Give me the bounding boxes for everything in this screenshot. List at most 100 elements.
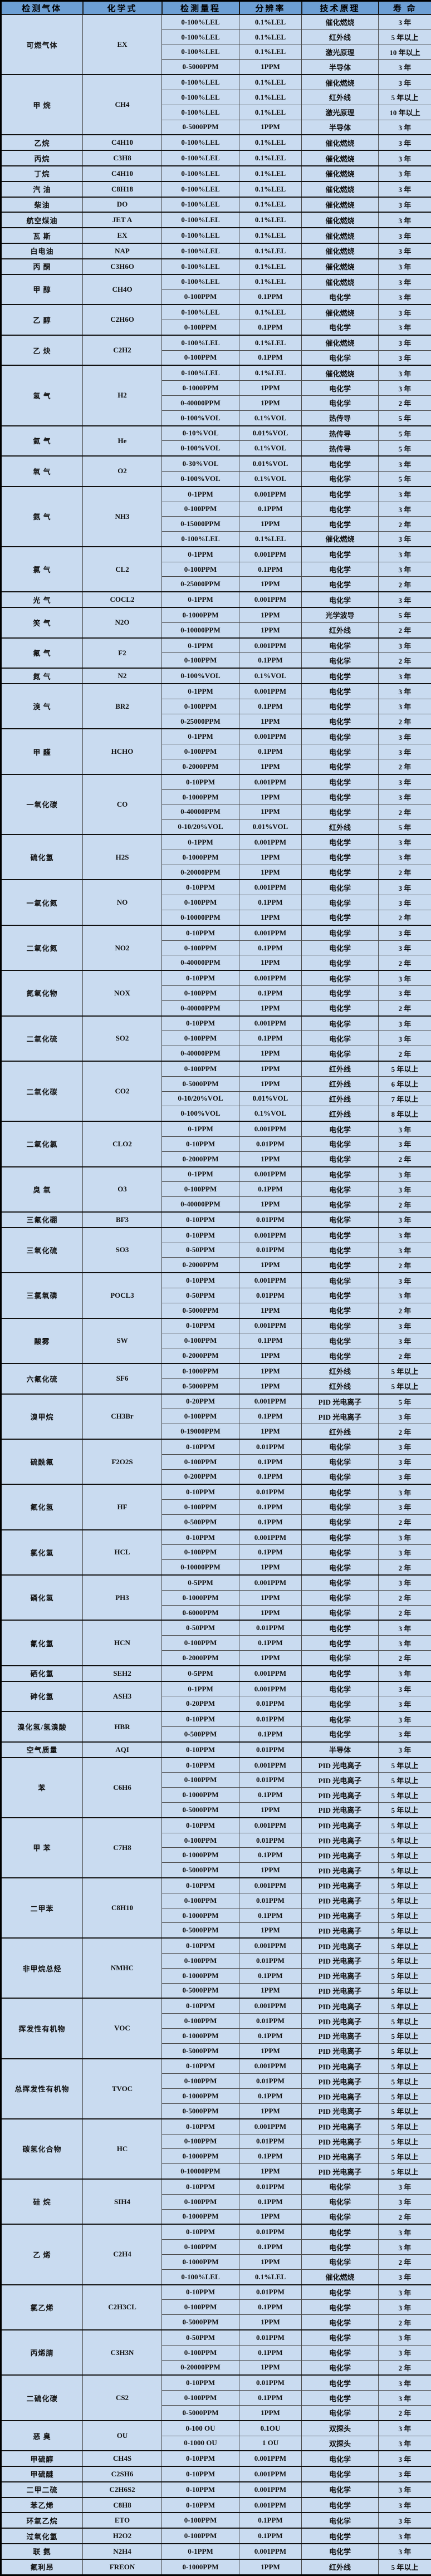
life-cell: 10 年以上 xyxy=(379,105,431,120)
range-cell: 0-10PPM xyxy=(162,2375,239,2390)
resolution-cell: 1PPM xyxy=(239,1605,302,1620)
range-cell: 0-100%LEL xyxy=(162,243,239,259)
range-cell: 0-100%LEL xyxy=(162,166,239,181)
principle-cell: 电化学 xyxy=(302,774,379,789)
resolution-cell: 0.001PPM xyxy=(239,970,302,985)
formula-cell: FREON xyxy=(83,2559,162,2575)
formula-cell: CLO2 xyxy=(83,1121,162,1166)
principle-cell: 电化学 xyxy=(302,1545,379,1560)
life-cell: 2 年 xyxy=(379,1651,431,1666)
principle-cell: 电化学 xyxy=(302,865,379,880)
resolution-cell: 0.1%LEL xyxy=(239,212,302,228)
life-cell: 3 年 xyxy=(379,729,431,744)
principle-cell: 电化学 xyxy=(302,562,379,577)
gas-name-cell: 氮 气 xyxy=(1,668,83,684)
range-cell: 0-50PPM xyxy=(162,1620,239,1635)
principle-cell: 电化学 xyxy=(302,2528,379,2544)
formula-cell: HBR xyxy=(83,1711,162,1742)
life-cell: 2 年 xyxy=(379,1560,431,1575)
principle-cell: 催化燃烧 xyxy=(302,166,379,181)
life-cell: 3 年 xyxy=(379,212,431,228)
principle-cell: 电化学 xyxy=(302,638,379,653)
life-cell: 5 年以上 xyxy=(379,30,431,45)
range-cell: 0-1000PPM xyxy=(162,1968,239,1983)
resolution-cell: 0.001PPM xyxy=(239,1575,302,1590)
resolution-cell: 0.1PPM xyxy=(239,2528,302,2544)
principle-cell: 电化学 xyxy=(302,1243,379,1258)
life-cell: 2 年 xyxy=(379,653,431,668)
resolution-cell: 0.1%VOL xyxy=(239,1106,302,1121)
range-cell: 0-10PPM xyxy=(162,1228,239,1243)
formula-cell: O3 xyxy=(83,1167,162,1212)
resolution-cell: 0.001PPM xyxy=(239,835,302,850)
range-cell: 0-100PPM xyxy=(162,2074,239,2089)
principle-cell: 电化学 xyxy=(302,547,379,562)
range-cell: 0-10000PPM xyxy=(162,2164,239,2179)
gas-name-cell: 碳氢化合物 xyxy=(1,2119,83,2179)
range-cell: 0-100%VOL xyxy=(162,471,239,486)
formula-cell: COCL2 xyxy=(83,592,162,607)
resolution-cell: 1PPM xyxy=(239,1424,302,1439)
resolution-cell: 0.1%LEL xyxy=(239,335,302,350)
resolution-cell: 0.001PPM xyxy=(239,2059,302,2074)
life-cell: 3 年 xyxy=(379,197,431,213)
formula-cell: NAP xyxy=(83,243,162,259)
life-cell: 3 年 xyxy=(379,1031,431,1046)
principle-cell: 电化学 xyxy=(302,1167,379,1182)
resolution-cell: 0.01PPM xyxy=(239,2014,302,2029)
resolution-cell: 0.01PPM xyxy=(239,1439,302,1454)
principle-cell: 电化学 xyxy=(302,2405,379,2420)
principle-cell: PID 光电离子 xyxy=(302,1938,379,1953)
resolution-cell: 0.001PPM xyxy=(239,1681,302,1696)
resolution-cell: 1PPM xyxy=(239,1046,302,1061)
formula-cell: O2 xyxy=(83,456,162,487)
gas-name-cell: 硅 烷 xyxy=(1,2179,83,2224)
formula-cell: NO xyxy=(83,880,162,925)
life-cell: 2 年 xyxy=(379,2315,431,2330)
life-cell: 5 年以上 xyxy=(379,1923,431,1938)
principle-cell: 电化学 xyxy=(302,880,379,895)
resolution-cell: 0.001PPM xyxy=(239,880,302,895)
range-cell: 0-500PPM xyxy=(162,1727,239,1742)
resolution-cell: 1PPM xyxy=(239,2043,302,2058)
formula-cell: F2 xyxy=(83,638,162,669)
principle-cell: 红外线 xyxy=(302,2559,379,2575)
range-cell: 0-1PPM xyxy=(162,2544,239,2559)
resolution-cell: 0.1PPM xyxy=(239,1848,302,1863)
principle-cell: 激光原理 xyxy=(302,105,379,120)
range-cell: 0-100PPM xyxy=(162,1333,239,1348)
range-cell: 0-2000PPM xyxy=(162,1258,239,1273)
gas-name-cell: 白电油 xyxy=(1,243,83,259)
life-cell: 3 年 xyxy=(379,487,431,502)
principle-cell: PID 光电离子 xyxy=(302,1998,379,2013)
range-cell: 0-5000PPM xyxy=(162,2103,239,2118)
range-cell: 0-10PPM xyxy=(162,2498,239,2513)
resolution-cell: 1PPM xyxy=(239,395,302,410)
range-cell: 0-10PPM xyxy=(162,1212,239,1228)
resolution-cell: 0.1PPM xyxy=(239,1788,302,1803)
range-cell: 0-25000PPM xyxy=(162,577,239,592)
principle-cell: 电化学 xyxy=(302,714,379,729)
gas-name-cell: 环氧乙烷 xyxy=(1,2513,83,2528)
formula-cell: HCN xyxy=(83,1620,162,1665)
range-cell: 0-10PPM xyxy=(162,2466,239,2482)
range-cell: 0-100%LEL xyxy=(162,75,239,90)
column-header: 分辨率 xyxy=(239,1,302,15)
resolution-cell: 0.001PPM xyxy=(239,2544,302,2559)
resolution-cell: 1PPM xyxy=(239,1348,302,1363)
range-cell: 0-1000PPM xyxy=(162,850,239,865)
principle-cell: 催化燃烧 xyxy=(302,532,379,547)
gas-name-cell: 氟 气 xyxy=(1,638,83,669)
range-cell: 0-20000PPM xyxy=(162,865,239,880)
